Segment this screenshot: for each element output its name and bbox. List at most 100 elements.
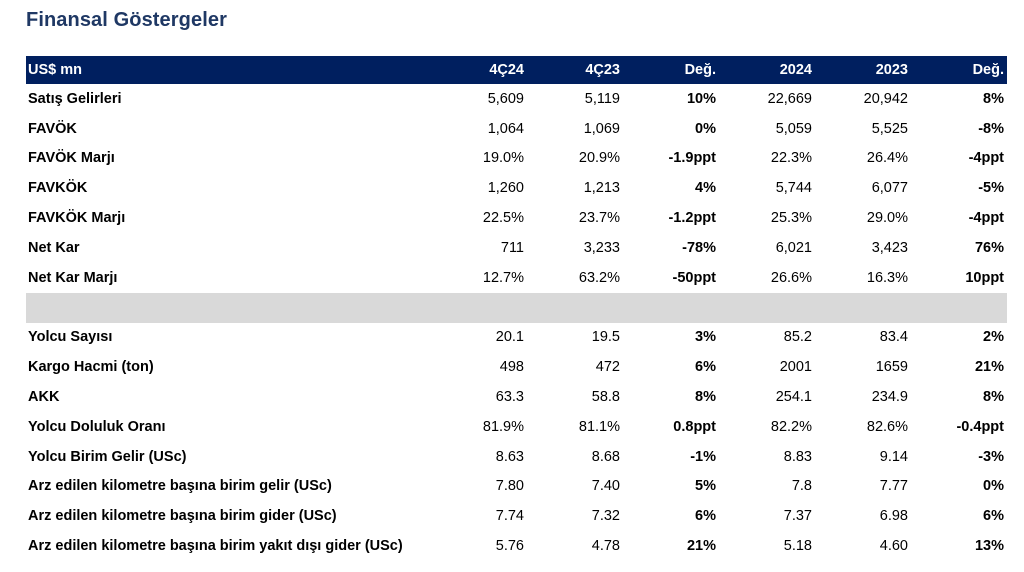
cell-year-change: 6% xyxy=(983,508,1004,525)
cell-2023: 6,077 xyxy=(871,180,908,197)
cell-year-change: -5% xyxy=(978,180,1004,197)
operational-row: Yolcu Sayısı 20.1 19.5 3% 85.2 83.4 2% xyxy=(26,323,1007,353)
cell-2024: 5,059 xyxy=(775,120,812,137)
cell-4q24: 12.7% xyxy=(482,269,524,286)
cell-4q23: 7.40 xyxy=(591,478,620,495)
cell-4q23: 5,119 xyxy=(584,90,620,107)
cell-2023: 4.60 xyxy=(879,538,908,555)
operational-row: Yolcu Birim Gelir (USc) 8.63 8.68 -1% 8.83 9.… xyxy=(26,442,1007,472)
page-title: Finansal Göstergeler xyxy=(26,9,227,31)
cell-year-change: -4ppt xyxy=(968,150,1004,167)
table-body: Satış Gelirleri 5,609 5,119 10% 22,669 20,942… xyxy=(26,84,1007,561)
financial-row: Net Kar 711 3,233 -78% 6,021 3,423 76% xyxy=(26,233,1007,263)
cell-2024: 5,744 xyxy=(775,180,812,197)
cell-4q23: 3,233 xyxy=(583,239,620,256)
cell-2023: 82.6% xyxy=(866,418,908,435)
cell-4q23: 8.68 xyxy=(591,448,620,465)
cell-2024: 22.3% xyxy=(770,150,812,167)
row-label: Net Kar xyxy=(28,239,80,256)
cell-4q23: 63.2% xyxy=(578,269,620,286)
cell-year-change: 2% xyxy=(983,329,1004,346)
cell-quarter-change: 5% xyxy=(695,478,716,495)
row-label: Yolcu Birim Gelir (USc) xyxy=(28,448,187,465)
row-label: Arz edilen kilometre başına birim yakıt … xyxy=(28,538,403,555)
cell-year-change: -8% xyxy=(978,120,1004,137)
cell-2023: 6.98 xyxy=(879,508,908,525)
cell-quarter-change: 4% xyxy=(695,180,716,197)
financial-row: Net Kar Marjı 12.7% 63.2% -50ppt 26.6% 16.3% 1… xyxy=(26,263,1007,293)
row-label: Satış Gelirleri xyxy=(28,90,122,107)
operational-row: Arz edilen kilometre başına birim gider … xyxy=(26,501,1007,531)
cell-4q24: 22.5% xyxy=(482,210,524,227)
row-label: Net Kar Marjı xyxy=(28,269,118,286)
cell-2023: 83.4 xyxy=(879,329,908,346)
header-2023: 2023 xyxy=(875,62,908,78)
cell-4q24: 8.63 xyxy=(495,448,524,465)
cell-quarter-change: -1.2ppt xyxy=(668,210,716,227)
cell-2024: 85.2 xyxy=(783,329,812,346)
section-separator-band xyxy=(26,292,1007,323)
operational-row: Arz edilen kilometre başına birim yakıt … xyxy=(26,531,1007,561)
cell-quarter-change: 10% xyxy=(686,90,716,107)
cell-quarter-change: 3% xyxy=(695,329,716,346)
cell-2023: 1659 xyxy=(875,359,908,376)
section-separator xyxy=(26,292,1007,323)
operational-row: AKK 63.3 58.8 8% 254.1 234.9 8% xyxy=(26,382,1007,412)
cell-year-change: 8% xyxy=(983,389,1004,406)
cell-year-change: 0% xyxy=(983,478,1004,495)
cell-year-change: -0.4ppt xyxy=(956,418,1004,435)
cell-4q24: 1,260 xyxy=(487,180,524,197)
cell-4q23: 81.1% xyxy=(578,418,620,435)
header-4q24: 4Ç24 xyxy=(489,62,524,78)
cell-year-change: 10ppt xyxy=(965,269,1004,286)
financial-row: Satış Gelirleri 5,609 5,119 10% 22,669 20,942… xyxy=(26,84,1007,114)
financial-indicators-table: US$ mn 4Ç24 4Ç23 Değ. 2024 2023 Değ. Sat… xyxy=(26,56,1007,561)
row-label: FAVÖK Marjı xyxy=(28,150,115,167)
cell-4q24: 1,064 xyxy=(487,120,524,137)
cell-4q23: 7.32 xyxy=(591,508,620,525)
cell-2023: 16.3% xyxy=(866,269,908,286)
operational-row: Arz edilen kilometre başına birim gelir … xyxy=(26,472,1007,502)
cell-2024: 7.37 xyxy=(783,508,812,525)
cell-4q24: 19.0% xyxy=(482,150,524,167)
cell-2024: 82.2% xyxy=(770,418,812,435)
row-label: Yolcu Doluluk Oranı xyxy=(28,418,166,435)
cell-2024: 2001 xyxy=(779,359,812,376)
cell-4q23: 1,069 xyxy=(583,120,620,137)
cell-quarter-change: -1.9ppt xyxy=(668,150,716,167)
cell-4q23: 23.7% xyxy=(578,210,620,227)
cell-2023: 20,942 xyxy=(863,90,908,107)
row-label: Kargo Hacmi (ton) xyxy=(28,359,154,376)
cell-4q24: 711 xyxy=(500,239,524,256)
cell-2024: 7.8 xyxy=(791,478,812,495)
cell-2023: 3,423 xyxy=(871,239,908,256)
cell-2024: 6,021 xyxy=(775,239,812,256)
cell-quarter-change: -78% xyxy=(682,239,716,256)
row-label: AKK xyxy=(28,389,60,406)
cell-quarter-change: 0.8ppt xyxy=(673,418,716,435)
cell-4q23: 1,213 xyxy=(583,180,620,197)
cell-year-change: -4ppt xyxy=(968,210,1004,227)
cell-year-change: 21% xyxy=(974,359,1004,376)
cell-2023: 9.14 xyxy=(879,448,908,465)
cell-year-change: -3% xyxy=(978,448,1004,465)
cell-4q24: 5,609 xyxy=(487,90,524,107)
table-header-row: US$ mn 4Ç24 4Ç23 Değ. 2024 2023 Değ. xyxy=(26,56,1007,84)
cell-4q23: 19.5 xyxy=(591,329,620,346)
cell-4q24: 7.80 xyxy=(495,478,524,495)
cell-2024: 26.6% xyxy=(770,269,812,286)
cell-4q24: 81.9% xyxy=(482,418,524,435)
header-year-change: Değ. xyxy=(972,62,1004,78)
cell-2023: 5,525 xyxy=(871,120,908,137)
row-label: FAVKÖK Marjı xyxy=(28,210,126,227)
row-label: Arz edilen kilometre başına birim gelir … xyxy=(28,478,332,495)
cell-2024: 25.3% xyxy=(770,210,812,227)
cell-2024: 8.83 xyxy=(783,448,812,465)
cell-4q23: 4.78 xyxy=(591,538,620,555)
cell-4q24: 63.3 xyxy=(495,389,524,406)
header-quarter-change: Değ. xyxy=(684,62,716,78)
cell-quarter-change: 6% xyxy=(695,359,716,376)
cell-quarter-change: 0% xyxy=(695,120,716,137)
row-label: FAVÖK xyxy=(28,120,77,137)
cell-quarter-change: -1% xyxy=(690,448,716,465)
